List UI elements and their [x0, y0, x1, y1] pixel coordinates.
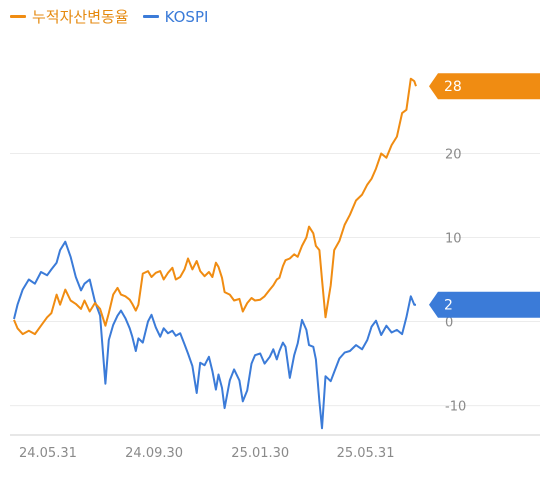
y-tick-label: 0: [445, 316, 453, 331]
chart-legend: 누적자산변동율 KOSPI: [10, 6, 208, 27]
x-tick-label: 25.05.31: [337, 446, 395, 461]
y-tick-label: 20: [445, 147, 462, 162]
value-badge-returns: 28: [429, 73, 540, 100]
legend-swatch-kospi: [142, 15, 159, 18]
legend-label-returns: 누적자산변동율: [32, 8, 129, 26]
badge-value: 28: [444, 79, 462, 95]
badge-shape: [429, 73, 540, 100]
x-tick-label: 24.05.31: [19, 446, 77, 461]
legend-swatch-returns: [10, 15, 26, 18]
series-lines: [13, 77, 417, 430]
x-tick-label: 24.09.30: [125, 446, 183, 461]
x-axis-labels: 24.05.31 24.09.30 25.01.30 25.05.31: [19, 446, 394, 461]
y-axis-labels: -10 0 10 20: [445, 147, 466, 414]
legend-item-returns[interactable]: 누적자산변동율: [10, 6, 129, 27]
legend-label-kospi: KOSPI: [164, 7, 209, 26]
x-tick-label: 25.01.30: [231, 446, 289, 461]
series-line-kospi: [13, 240, 416, 430]
y-tick-label: 10: [445, 232, 462, 247]
value-badges: 2 28: [429, 73, 540, 318]
y-tick-label: -10: [445, 400, 466, 415]
badge-value: 2: [444, 298, 453, 314]
gridlines: [10, 152, 540, 436]
value-badge-kospi: 2: [429, 291, 540, 318]
series-line-returns: [13, 77, 417, 336]
legend-item-kospi[interactable]: KOSPI: [142, 6, 209, 27]
badge-shape: [429, 291, 540, 318]
